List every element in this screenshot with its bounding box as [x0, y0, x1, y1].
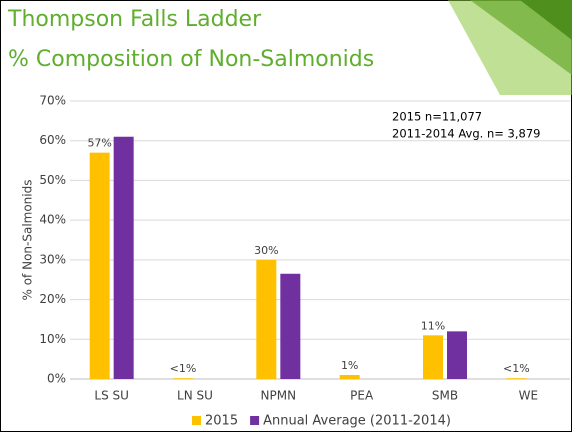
y-tick-label: 20% — [39, 292, 66, 306]
y-tick-label: 10% — [39, 332, 66, 346]
x-tick-label: LS SU — [94, 389, 129, 403]
legend-swatch — [192, 416, 201, 425]
bar — [506, 378, 527, 379]
bar — [423, 335, 443, 379]
chart-subtitle: % Composition of Non-Salmonids — [8, 47, 374, 72]
data-label: 30% — [254, 244, 278, 257]
y-tick-label: 70% — [39, 94, 66, 108]
x-tick-label: LN SU — [177, 389, 213, 403]
y-tick-label: 50% — [39, 173, 66, 187]
y-tick-label: 40% — [39, 213, 66, 227]
chart-title: Thompson Falls Ladder — [7, 7, 262, 32]
bar — [113, 136, 134, 379]
legend-label: 2015 — [205, 414, 238, 429]
y-tick-label: 30% — [39, 252, 66, 266]
y-tick-label: 60% — [39, 133, 66, 147]
annotation: 2011-2014 Avg. n= 3,879 — [392, 127, 540, 141]
data-label: 1% — [341, 359, 358, 372]
bar — [280, 273, 301, 379]
bar — [256, 259, 277, 379]
bar — [173, 378, 193, 379]
x-tick-label: SMB — [432, 389, 458, 403]
x-tick-label: PEA — [350, 389, 374, 403]
bar — [89, 152, 110, 379]
annotation: 2015 n=11,077 — [392, 110, 482, 124]
x-tick-label: WE — [519, 389, 538, 403]
legend-label: Annual Average (2011-2014) — [263, 414, 451, 429]
y-axis-label: % of Non-Salmonids — [21, 180, 35, 301]
bar — [339, 375, 360, 379]
x-tick-label: NPMN — [261, 389, 297, 403]
data-label: 11% — [421, 319, 445, 332]
decoration — [520, 0, 572, 40]
data-label: <1% — [503, 362, 530, 375]
bar — [447, 331, 467, 379]
y-tick-label: 0% — [47, 372, 66, 386]
data-label: 57% — [87, 137, 111, 150]
data-label: <1% — [170, 362, 197, 375]
legend-swatch — [250, 416, 260, 425]
